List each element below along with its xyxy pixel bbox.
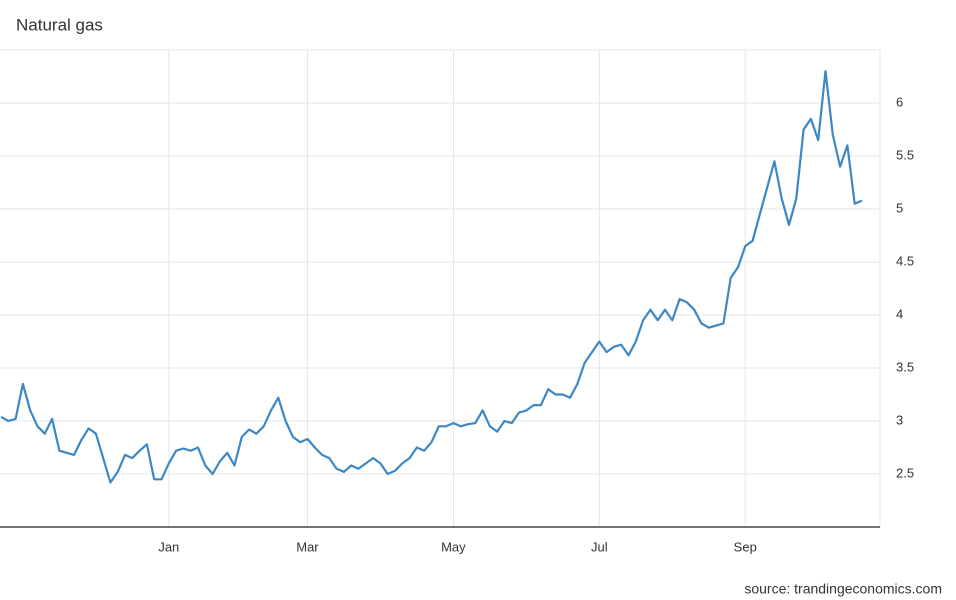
x-tick-label: Jan <box>158 539 179 554</box>
x-tick-label: Sep <box>734 539 757 554</box>
y-tick-label: 2.5 <box>896 465 914 480</box>
price-line <box>0 70 863 484</box>
x-tick-label: Mar <box>296 539 319 554</box>
x-tick-label: May <box>441 539 466 554</box>
y-tick-label: 4 <box>896 306 903 321</box>
y-tick-label: 3.5 <box>896 359 914 374</box>
y-tick-label: 3 <box>896 412 903 427</box>
x-tick-label: Jul <box>591 539 608 554</box>
y-tick-label: 6 <box>896 94 903 109</box>
y-tick-label: 4.5 <box>896 253 914 268</box>
y-tick-label: 5 <box>896 200 903 215</box>
source: source: trandingeconomics.com <box>744 581 942 597</box>
chart-title: Natural gas <box>16 15 103 34</box>
y-tick-label: 5.5 <box>896 147 914 162</box>
